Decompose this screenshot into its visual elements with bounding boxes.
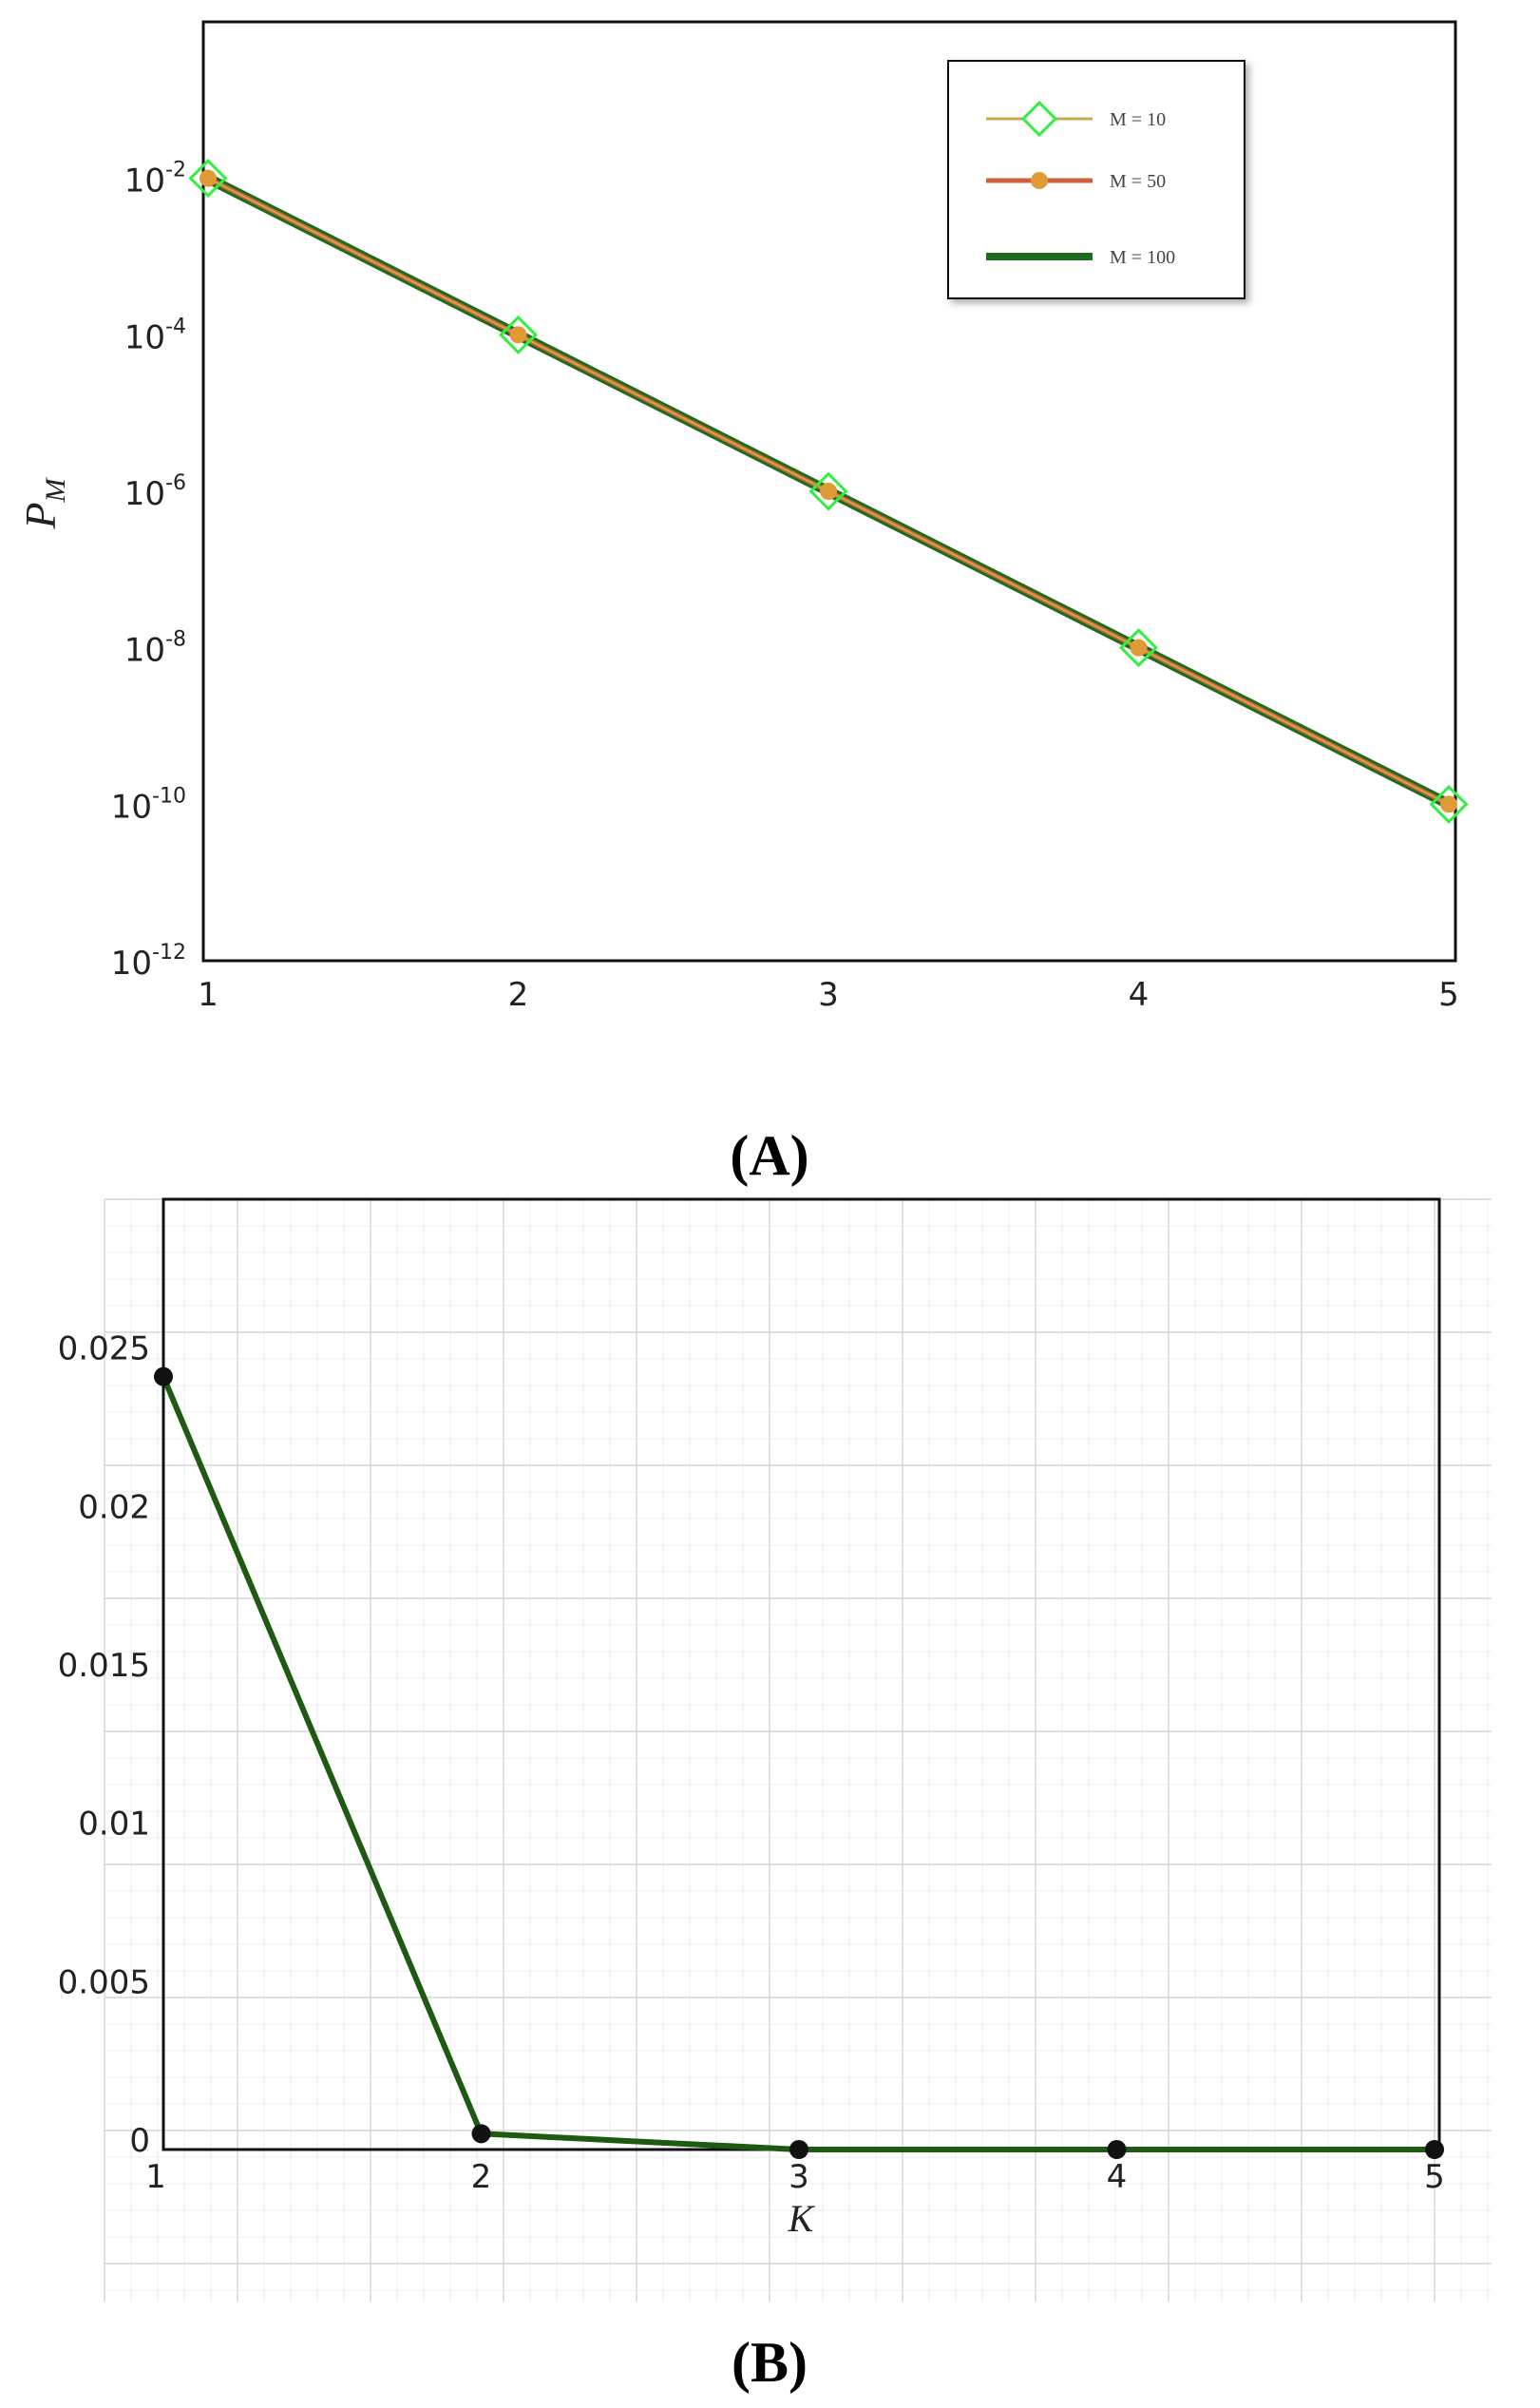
y-tick-base: 10 xyxy=(124,162,165,201)
panel-label-b: (B) xyxy=(732,2331,808,2394)
legend-label-m50: M = 50 xyxy=(1110,171,1166,192)
plot-b-x-ticks: 1 2 3 4 5 xyxy=(145,2158,1445,2196)
x-tick-label-a: 2 xyxy=(508,976,529,1014)
y-tick-base: 10 xyxy=(124,475,165,513)
plot-a-x-ticks: 1 2 3 4 5 xyxy=(198,976,1459,1014)
y-tick-base: 10 xyxy=(124,632,165,670)
y-tick-exponent: -8 xyxy=(165,628,186,652)
y-tick-label-a: 10-10 xyxy=(111,784,186,826)
x-tick-label-a: 3 xyxy=(818,976,839,1014)
panel-label-a: (A) xyxy=(730,1124,808,1187)
y-tick-exponent: -6 xyxy=(165,471,186,495)
x-tick-label-a: 5 xyxy=(1438,976,1459,1014)
y-tick-exponent: -12 xyxy=(152,941,186,965)
legend-marker-diamond-icon xyxy=(1020,100,1058,138)
plot-b-y-ticks: 0.025 0.02 0.015 0.01 0.005 0 xyxy=(58,1330,150,2160)
x-tick-label-b: 4 xyxy=(1107,2158,1128,2196)
legend-item-m10: M = 10 xyxy=(986,100,1166,138)
y-axis-label-a: PM xyxy=(16,476,71,529)
legend-a: M = 10 M = 50 M = 100 xyxy=(947,60,1245,299)
y-tick-exponent: -4 xyxy=(165,315,186,338)
data-point-b xyxy=(789,2140,808,2159)
data-point-m50 xyxy=(1440,795,1457,813)
legend-marker-circle-icon xyxy=(1031,172,1048,189)
data-point-b xyxy=(1107,2140,1127,2159)
data-point-b xyxy=(154,1366,173,1386)
data-point-m50 xyxy=(509,326,527,344)
data-point-m10 xyxy=(1429,784,1469,824)
legend-label-m10: M = 10 xyxy=(1110,109,1166,130)
y-axis-label-main: P xyxy=(16,502,65,529)
legend-item-m100: M = 100 xyxy=(986,247,1175,268)
y-tick-base: 10 xyxy=(111,945,152,983)
data-point-b xyxy=(471,2124,491,2144)
x-tick-label-b: 2 xyxy=(471,2158,492,2196)
y-tick-label-b: 0 xyxy=(129,2122,150,2160)
svg-text:PM: PM xyxy=(16,476,71,529)
data-point-m10 xyxy=(1118,628,1159,668)
data-point-m50 xyxy=(200,169,217,187)
y-tick-label-a: 10-4 xyxy=(124,315,186,356)
plot-b-grid xyxy=(104,1198,1492,2302)
x-tick-label-b: 5 xyxy=(1424,2158,1445,2196)
y-tick-exponent: -10 xyxy=(152,784,186,808)
y-tick-label-a: 10-12 xyxy=(111,941,186,983)
y-tick-exponent: -2 xyxy=(165,159,186,182)
data-point-m50 xyxy=(1130,639,1148,657)
plot-a-series xyxy=(188,159,1469,824)
y-tick-label-a: 10-2 xyxy=(124,159,186,201)
data-point-m50 xyxy=(820,483,837,500)
y-tick-label-b: 0.02 xyxy=(78,1488,150,1526)
chart-panel-b: 0.025 0.02 0.015 0.01 0.005 0 1 2 3 4 5 K xyxy=(58,1197,1492,2302)
x-axis-label-b: K xyxy=(788,2197,816,2240)
data-point-m10 xyxy=(808,471,848,511)
y-tick-base: 10 xyxy=(124,318,165,356)
plot-b-series xyxy=(154,1366,1444,2159)
y-tick-label-a: 10-6 xyxy=(124,471,186,513)
legend-label-m100: M = 100 xyxy=(1110,247,1175,268)
y-tick-label-b: 0.015 xyxy=(58,1647,150,1685)
data-point-b xyxy=(1425,2140,1444,2159)
legend-item-m50: M = 50 xyxy=(986,171,1166,192)
x-tick-label-a: 4 xyxy=(1129,976,1150,1014)
y-tick-base: 10 xyxy=(111,788,152,826)
x-tick-label-a: 1 xyxy=(198,976,219,1014)
y-tick-label-a: 10-8 xyxy=(124,628,186,670)
data-point-m10 xyxy=(498,315,539,354)
x-tick-label-b: 3 xyxy=(789,2158,809,2196)
y-tick-label-b: 0.025 xyxy=(58,1330,150,1368)
y-tick-label-b: 0.005 xyxy=(58,1963,150,2001)
y-tick-label-b: 0.01 xyxy=(78,1806,150,1844)
y-axis-label-sub: M xyxy=(40,476,71,503)
plot-b-background xyxy=(105,1199,1492,2302)
x-tick-label-b: 1 xyxy=(145,2158,166,2196)
data-point-m10 xyxy=(188,159,228,199)
